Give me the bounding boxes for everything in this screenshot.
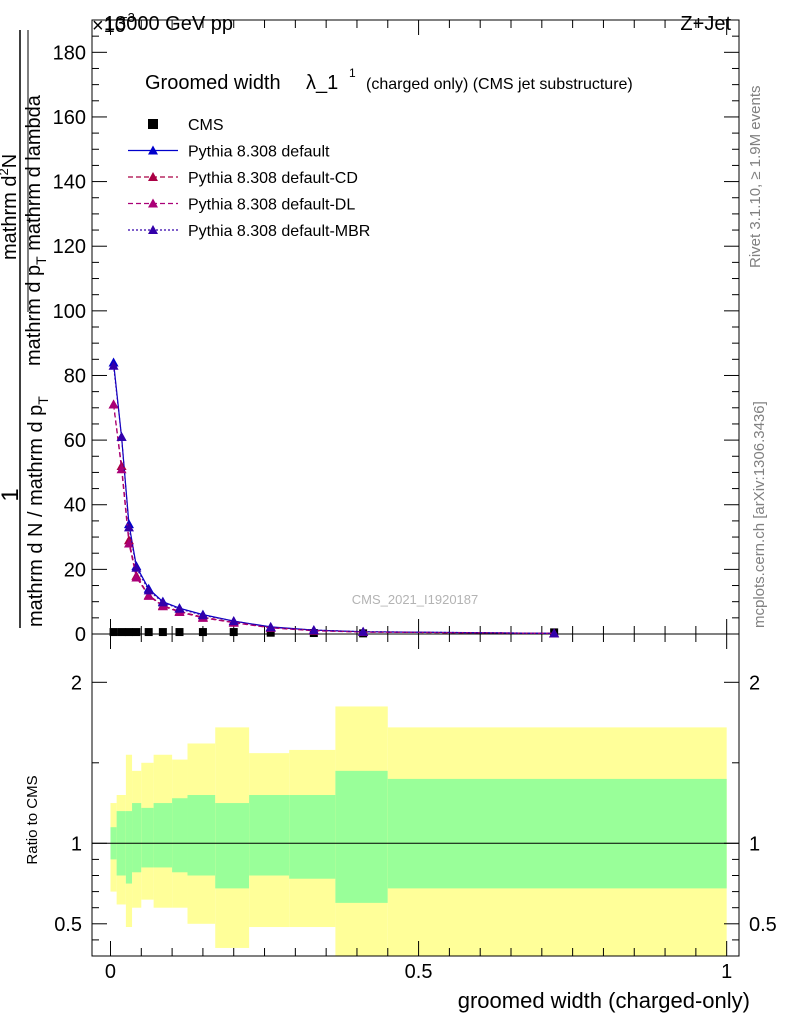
cms-data-point bbox=[198, 628, 207, 637]
ratio-y-tick-label-right: 2 bbox=[749, 672, 760, 694]
legend: CMS Pythia 8.308 default Pythia 8.308 defa… bbox=[128, 117, 370, 240]
series-marker bbox=[228, 616, 239, 626]
ratio-y-tick-label-left: 0.5 bbox=[54, 914, 82, 936]
main-y-tick-label: 140 bbox=[53, 172, 86, 194]
series-marker bbox=[197, 610, 208, 620]
series-marker bbox=[108, 360, 119, 370]
series-marker bbox=[143, 590, 154, 600]
exponent-power-label: −3 bbox=[120, 10, 135, 25]
cms-data-point bbox=[175, 628, 184, 637]
legend-entry: Pythia 8.308 default bbox=[188, 144, 330, 161]
inner-band-bin bbox=[215, 803, 250, 889]
exponent-base-label: ×10 bbox=[92, 15, 126, 37]
main-y-axis-label: 1 mathrm d N / mathrm d pT mathrm d2N ma… bbox=[0, 30, 51, 628]
ratio-plot-frame bbox=[91, 633, 740, 957]
y-label-numerator-2: mathrm d pT mathrm d lambda bbox=[23, 94, 49, 366]
mcplots-label: mcplots.cern.ch [arXiv:1306.3436] bbox=[751, 401, 768, 628]
ratio-bands bbox=[110, 706, 727, 956]
inner-band-bin bbox=[172, 798, 188, 873]
series-marker bbox=[108, 399, 119, 409]
main-y-tick-label: 100 bbox=[53, 301, 86, 323]
series-marker bbox=[174, 603, 185, 613]
series-marker bbox=[123, 538, 134, 548]
main-y-tick-label: 80 bbox=[64, 365, 86, 387]
series-marker bbox=[265, 622, 276, 632]
inner-band-bin bbox=[249, 795, 290, 876]
main-y-tick-label: 0 bbox=[75, 624, 86, 646]
cms-data-point bbox=[158, 628, 167, 637]
energy-label: 13000 GeV pp bbox=[104, 13, 233, 35]
cms-data-point bbox=[266, 628, 275, 637]
ratio-y-tick-label-left: 2 bbox=[71, 672, 82, 694]
analysis-watermark: CMS_2021_I1920187 bbox=[352, 592, 479, 607]
main-y-tick-label: 160 bbox=[53, 107, 86, 129]
series-line bbox=[112, 365, 555, 634]
series-marker bbox=[116, 431, 127, 441]
inner-band-bin bbox=[141, 807, 154, 868]
plot-title-sup: 1 bbox=[349, 66, 356, 80]
inner-band-bin bbox=[153, 803, 173, 868]
series-line bbox=[112, 404, 555, 634]
ratio-y-tick-label-right: 0.5 bbox=[749, 914, 777, 936]
legend-swatch bbox=[148, 119, 158, 129]
main-y-tick-label: 60 bbox=[64, 430, 86, 452]
cms-data-point bbox=[109, 628, 118, 637]
cms-data-point bbox=[229, 628, 238, 637]
series-marker bbox=[143, 585, 154, 595]
series-marker bbox=[358, 626, 369, 636]
inner-band-bin bbox=[289, 795, 336, 879]
series-marker bbox=[123, 522, 134, 532]
plot-title-lambda: λ_1 bbox=[306, 72, 338, 94]
ratio-x-tick-label: 1 bbox=[721, 961, 732, 983]
legend-entry: CMS bbox=[188, 117, 224, 134]
main-y-tick-label: 20 bbox=[64, 559, 86, 581]
cms-data-point bbox=[117, 628, 126, 637]
x-axis-label: groomed width (charged-only) bbox=[458, 988, 750, 1013]
inner-band-bin bbox=[387, 778, 727, 889]
plot-title-note: (charged only) (CMS jet substructure) bbox=[366, 76, 633, 93]
series-group bbox=[108, 357, 560, 638]
legend-swatch-marker bbox=[148, 198, 158, 208]
process-label: Z+Jet bbox=[680, 13, 731, 35]
series-line bbox=[112, 404, 555, 634]
legend-swatch-marker bbox=[148, 225, 158, 234]
cms-data-point bbox=[144, 628, 153, 637]
y-label-numerator-1: mathrm d2N bbox=[0, 154, 21, 260]
main-y-tick-label: 40 bbox=[64, 495, 86, 517]
cms-data-point bbox=[132, 628, 141, 637]
main-plot-frame bbox=[91, 19, 740, 635]
series-marker bbox=[157, 597, 168, 607]
ratio-y-tick-label-left: 1 bbox=[71, 833, 82, 855]
ratio-y-tick-label-right: 1 bbox=[749, 833, 760, 855]
series-marker bbox=[131, 572, 142, 582]
legend-entry: Pythia 8.308 default-CD bbox=[188, 170, 358, 187]
inner-band-bin bbox=[125, 811, 133, 884]
inner-band-bin bbox=[132, 803, 142, 873]
series-marker bbox=[549, 628, 560, 638]
series-line bbox=[112, 362, 555, 634]
legend-entry: Pythia 8.308 default-MBR bbox=[188, 223, 370, 240]
ratio-x-tick-label: 0.5 bbox=[405, 961, 433, 983]
ratio-y-axis-label: Ratio to CMS bbox=[24, 775, 41, 864]
main-y-tick-label: 120 bbox=[53, 236, 86, 258]
inner-band-bin bbox=[187, 795, 216, 876]
main-y-tick-label: 180 bbox=[53, 42, 86, 64]
rivet-label: Rivet 3.1.10, ≥ 1.9M events bbox=[747, 86, 764, 269]
legend-swatch-marker bbox=[148, 172, 158, 181]
legend-swatch-marker bbox=[148, 145, 158, 155]
plot-title-main: Groomed width bbox=[145, 72, 281, 94]
series-marker bbox=[308, 625, 319, 635]
cms-data-point bbox=[124, 628, 133, 637]
y-label-one: 1 bbox=[0, 488, 24, 501]
axis-ticks: 0 20 40 60 80 100 120 140 160 180 0 0.5 1 0.5 0.5 1 1 2 2 bbox=[53, 20, 777, 983]
legend-entry: Pythia 8.308 default-DL bbox=[188, 197, 355, 214]
ratio-x-tick-label: 0 bbox=[105, 961, 116, 983]
inner-band-bin bbox=[335, 770, 388, 903]
series-marker bbox=[131, 562, 142, 572]
y-label-denominator: mathrm d N / mathrm d pT bbox=[25, 396, 51, 627]
